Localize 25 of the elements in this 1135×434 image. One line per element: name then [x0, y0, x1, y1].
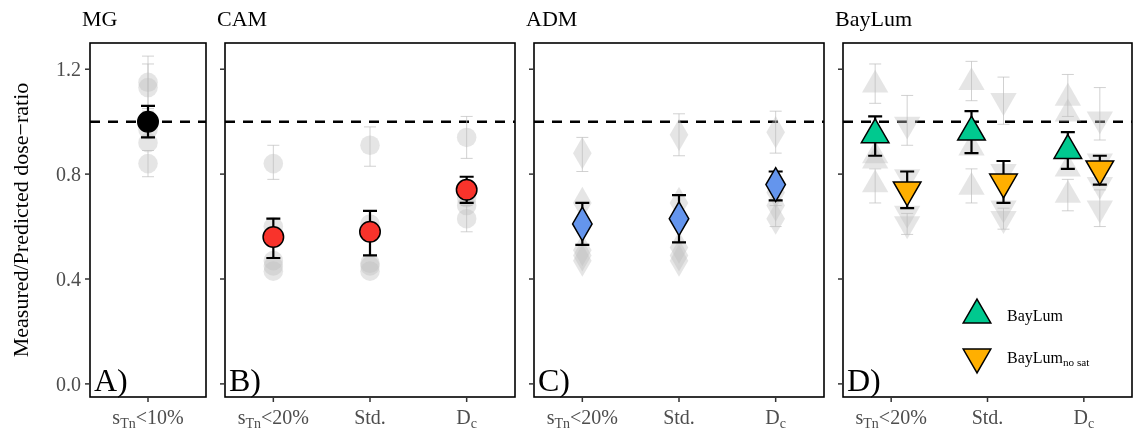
x-tick-label: Std. [663, 406, 695, 428]
legend-label: BayLum$_{no sat}$ [1007, 349, 1091, 368]
x-tick-label: s$_{Tn}$<20% [546, 406, 618, 431]
annotation: C) [538, 362, 570, 398]
chart-title: CAM [217, 6, 268, 31]
annotation: B) [229, 362, 261, 398]
y-tick-label: 1.2 [56, 58, 81, 81]
legend-label: BayLum [1007, 307, 1064, 325]
annotation: D) [847, 362, 881, 398]
chart-title: ADM [526, 6, 578, 31]
x-tick-label: s$_{Tn}$<10% [112, 406, 184, 431]
chart-title: MG [82, 6, 118, 31]
x-tick-label: Std. [354, 406, 386, 428]
y-tick-label: 0.4 [56, 268, 81, 290]
y-axis-title: Measured/Predicted dose−ratio [8, 82, 33, 358]
x-tick-label: D$_{c}$ [765, 406, 786, 431]
annotation: A) [94, 362, 128, 398]
y-tick-label: 0.0 [56, 372, 81, 395]
x-tick-label: s$_{Tn}$<20% [855, 406, 927, 431]
y-tick-label: 0.8 [56, 163, 81, 186]
x-tick-label: Std. [971, 406, 1004, 428]
x-tick-label: D$_{c}$ [1073, 406, 1095, 431]
x-tick-label: s$_{Tn}$<20% [237, 406, 309, 431]
x-tick-label: D$_{c}$ [456, 406, 477, 431]
chart-title: BayLum [835, 6, 912, 31]
